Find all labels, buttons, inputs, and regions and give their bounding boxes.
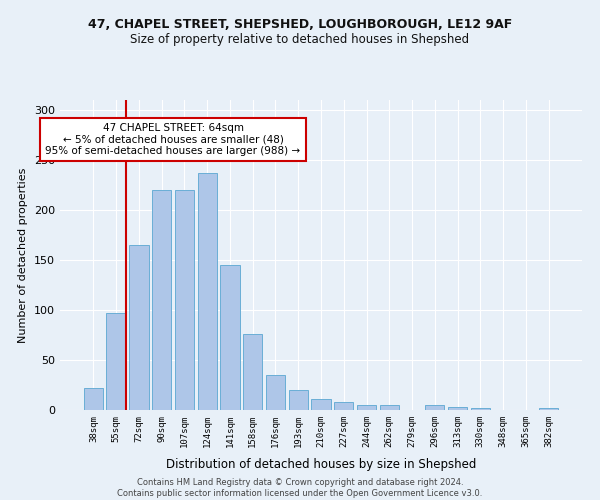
Bar <box>448 407 467 410</box>
Bar <box>152 190 172 410</box>
Bar <box>266 375 285 410</box>
Bar <box>243 334 262 410</box>
Bar <box>380 405 399 410</box>
Bar <box>220 265 239 410</box>
Bar <box>470 408 490 410</box>
Text: 47 CHAPEL STREET: 64sqm
← 5% of detached houses are smaller (48)
95% of semi-det: 47 CHAPEL STREET: 64sqm ← 5% of detached… <box>46 123 301 156</box>
Bar <box>311 399 331 410</box>
Text: Contains HM Land Registry data © Crown copyright and database right 2024.
Contai: Contains HM Land Registry data © Crown c… <box>118 478 482 498</box>
Bar <box>106 313 126 410</box>
Bar <box>425 405 445 410</box>
Bar <box>539 408 558 410</box>
Bar <box>334 402 353 410</box>
Bar <box>289 390 308 410</box>
Text: 47, CHAPEL STREET, SHEPSHED, LOUGHBOROUGH, LE12 9AF: 47, CHAPEL STREET, SHEPSHED, LOUGHBOROUG… <box>88 18 512 30</box>
Y-axis label: Number of detached properties: Number of detached properties <box>19 168 28 342</box>
Bar <box>197 173 217 410</box>
Text: Size of property relative to detached houses in Shepshed: Size of property relative to detached ho… <box>130 32 470 46</box>
X-axis label: Distribution of detached houses by size in Shepshed: Distribution of detached houses by size … <box>166 458 476 471</box>
Bar <box>175 190 194 410</box>
Bar <box>84 388 103 410</box>
Bar <box>129 245 149 410</box>
Bar <box>357 405 376 410</box>
